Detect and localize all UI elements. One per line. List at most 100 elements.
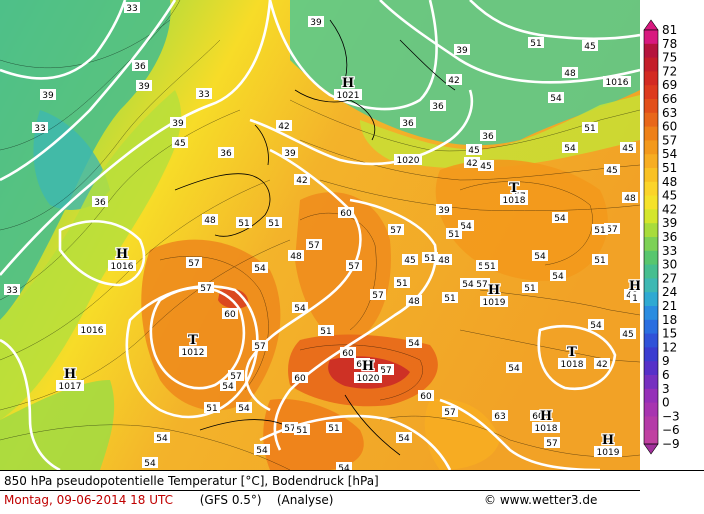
temp-label-bg (592, 224, 608, 235)
legend-tick-label: 45 (662, 189, 677, 203)
temp-label: 48 (564, 69, 576, 79)
temp-label: 54 (408, 339, 420, 349)
legend-swatch (644, 168, 658, 183)
pressure-label-bg (532, 422, 560, 433)
temp-label-bg (32, 122, 48, 133)
date-label: Montag, 09-06-2014 18 UTC (4, 493, 174, 507)
temp-label: 45 (606, 166, 617, 176)
temp-label: 57 (546, 439, 557, 449)
map-datetime: Montag, 09-06-2014 18 UTC (GFS 0.5°) (An… (4, 493, 333, 507)
copyright-link[interactable]: © www.wetter3.de (484, 493, 598, 507)
legend-tick-label: 24 (662, 285, 677, 299)
legend-tick-label: −6 (662, 423, 680, 437)
legend-swatch (644, 347, 658, 362)
pressure-value: 1018 (535, 424, 558, 434)
temp-label-bg (480, 130, 496, 141)
legend-tick-label: 63 (662, 106, 677, 120)
legend-tick-label: 72 (662, 64, 677, 78)
temp-label-bg (594, 358, 610, 369)
temp-label-bg (266, 217, 282, 228)
legend-tick-label: 0 (662, 396, 670, 410)
temp-label-bg (436, 254, 452, 265)
legend-tick-label: 9 (662, 354, 670, 368)
temp-label: 33 (126, 4, 137, 14)
temp-label: 51 (594, 226, 605, 236)
pressure-value: 1016 (606, 78, 629, 88)
legend-swatch (644, 402, 658, 417)
temp-label: 54 (222, 382, 234, 392)
temp-label: 57 (476, 280, 487, 290)
pressure-value: 1019 (483, 298, 506, 308)
temp-label: 51 (584, 124, 595, 134)
legend-swatch (644, 140, 658, 155)
temp-label: 51 (424, 254, 435, 264)
pressure-label-bg (394, 154, 422, 165)
temp-label: 51 (296, 426, 307, 436)
temp-label-bg (522, 282, 538, 293)
legend-swatch (644, 278, 658, 293)
temp-label: 36 (94, 198, 106, 208)
temp-label-bg (592, 254, 608, 265)
temp-label-bg (186, 257, 202, 268)
temp-label-bg (306, 239, 322, 250)
temp-label: 45 (622, 144, 633, 154)
legend-tick-label: −3 (662, 409, 680, 423)
temp-label: 36 (220, 149, 232, 159)
legend-swatch (644, 237, 658, 252)
temp-label: 45 (622, 330, 633, 340)
temp-label-bg (394, 277, 410, 288)
temp-label: 33 (198, 90, 209, 100)
pressure-value: 1019 (597, 448, 620, 458)
pressure-label-bg (603, 76, 631, 87)
pressure-value: 1012 (182, 348, 205, 358)
temp-label: 39 (42, 91, 54, 101)
pressure-value: 1 (632, 294, 638, 304)
temp-label: 57 (444, 408, 455, 418)
analysis-label: (Analyse) (276, 493, 334, 507)
footer: 850 hPa pseudopotentielle Temperatur [°C… (0, 470, 704, 514)
temp-label: 57 (348, 262, 359, 272)
temp-label: 60 (340, 209, 352, 219)
legend-tick-label: 42 (662, 202, 677, 216)
pressure-value: 1017 (59, 382, 82, 392)
temp-label: 57 (188, 259, 199, 269)
temp-label-bg (482, 260, 498, 271)
legend-tick-label: 57 (662, 133, 677, 147)
legend-tick-label: 6 (662, 368, 670, 382)
temp-label: 45 (480, 162, 491, 172)
pressure-label-bg (108, 260, 136, 271)
temp-label-bg (532, 250, 548, 261)
temp-label-bg (552, 212, 568, 223)
temp-label: 39 (284, 149, 296, 159)
temp-label: 57 (606, 225, 617, 235)
temp-label: 51 (594, 256, 605, 266)
temp-label-bg (406, 295, 422, 306)
temp-label: 33 (6, 286, 17, 296)
temp-label: 54 (550, 94, 562, 104)
temp-label-bg (550, 270, 566, 281)
legend-swatch (644, 264, 658, 279)
legend-swatch (644, 85, 658, 100)
temp-label: 51 (484, 262, 495, 272)
pressure-label-bg (78, 324, 106, 335)
legend-tick-label: 78 (662, 37, 677, 51)
temp-label: 57 (200, 284, 211, 294)
legend-tick-label: 12 (662, 340, 677, 354)
temp-label-bg (458, 220, 474, 231)
temp-label: 39 (310, 18, 322, 28)
high-pressure-marker: H (342, 76, 354, 91)
temp-label: 45 (174, 139, 185, 149)
pressure-label-bg (334, 89, 362, 100)
temp-label: 63 (494, 412, 505, 422)
temp-label-bg (218, 147, 234, 158)
temp-label-bg (142, 457, 158, 468)
temp-label-bg (582, 122, 598, 133)
high-pressure-marker: H (540, 409, 552, 424)
pressure-centers: H1021H1016T1012H1017T1018H1019H1020T1018… (56, 75, 640, 458)
temp-label: 54 (254, 264, 266, 274)
legend-swatch (644, 57, 658, 72)
temp-label: 60 (420, 392, 432, 402)
temp-label-bg (622, 192, 638, 203)
temp-label-bg (492, 410, 508, 421)
pressure-label-bg (56, 380, 84, 391)
